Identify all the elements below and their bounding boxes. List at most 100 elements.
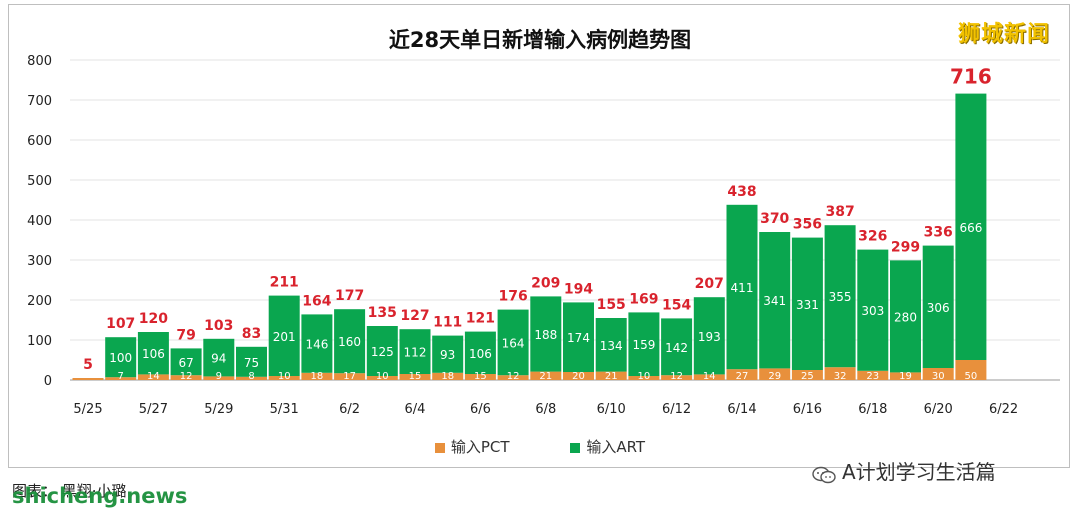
data-label-art: 411 xyxy=(731,281,754,295)
data-label-art: 201 xyxy=(273,330,296,344)
bar-art xyxy=(628,312,660,376)
x-tick-label: 6/14 xyxy=(727,402,756,417)
data-label-art: 75 xyxy=(244,356,259,370)
bar-art xyxy=(203,338,235,377)
y-tick-label: 100 xyxy=(27,334,52,349)
data-label-art: 112 xyxy=(404,346,427,360)
x-tick-label: 6/8 xyxy=(535,402,556,417)
legend-label-pct: 输入PCT xyxy=(450,438,510,456)
brand-logo-text: 狮城新闻 xyxy=(958,22,1051,47)
data-label-total: 716 xyxy=(950,65,992,89)
chart-title: 近28天单日新增输入病例趋势图 xyxy=(388,28,692,52)
data-label-pct: 8 xyxy=(248,371,254,382)
data-label-art: 146 xyxy=(305,338,328,352)
bar-pct xyxy=(726,369,758,380)
data-label-art: 160 xyxy=(338,335,361,349)
bar-pct xyxy=(301,372,333,380)
x-tick-label: 6/6 xyxy=(470,402,491,417)
bar-art xyxy=(759,232,791,369)
bar-pct xyxy=(693,374,725,380)
data-label-total: 438 xyxy=(727,184,756,200)
data-label-pct: 14 xyxy=(147,371,160,382)
data-label-pct: 9 xyxy=(216,371,222,382)
bar-art xyxy=(399,329,431,374)
data-label-art: 93 xyxy=(440,348,455,362)
x-tick-label: 6/12 xyxy=(662,402,691,417)
data-label-pct: 17 xyxy=(343,371,356,382)
y-tick-label: 200 xyxy=(27,294,52,309)
y-tick-label: 700 xyxy=(27,94,52,109)
y-tick-label: 800 xyxy=(27,54,52,69)
x-tick-label: 6/16 xyxy=(793,402,822,417)
chart-legend: 输入PCT 输入ART xyxy=(0,436,1080,457)
data-label-total: 135 xyxy=(368,305,397,321)
data-label-total: 107 xyxy=(106,316,135,332)
bar-art xyxy=(464,331,496,374)
watermark-account: A计划学习生活篇 xyxy=(812,456,996,485)
legend-swatch-pct xyxy=(434,442,445,453)
bar-art xyxy=(824,225,856,368)
x-tick-label: 6/20 xyxy=(924,402,953,417)
bar-art xyxy=(137,332,169,375)
bar-pct xyxy=(628,376,660,380)
chart-source: 图表： 黑翔·小璐 xyxy=(12,482,127,500)
data-label-total: 194 xyxy=(564,281,593,297)
bar-art xyxy=(661,318,693,376)
data-label-total: 299 xyxy=(891,239,920,255)
watermark-account-text: A计划学习生活篇 xyxy=(842,460,996,484)
data-label-art: 159 xyxy=(632,338,655,352)
bar-art xyxy=(366,326,398,376)
data-label-art: 341 xyxy=(763,294,786,308)
x-tick-label: 5/29 xyxy=(204,402,233,417)
bar-art xyxy=(432,335,464,373)
data-label-pct: 21 xyxy=(539,371,552,382)
bar-art xyxy=(890,260,921,373)
y-tick-label: 0 xyxy=(44,374,52,389)
data-label-pct: 18 xyxy=(441,371,454,382)
x-tick-label: 6/22 xyxy=(989,402,1018,417)
data-label-total: 326 xyxy=(858,229,887,245)
data-label-pct: 27 xyxy=(736,371,749,382)
data-label-pct: 19 xyxy=(899,371,912,382)
x-tick-label: 5/31 xyxy=(270,402,299,417)
bar-pct xyxy=(857,370,889,380)
bar-pct xyxy=(661,375,693,380)
data-label-art: 174 xyxy=(567,331,590,345)
legend-item-pct: 输入PCT xyxy=(434,436,510,457)
data-label-pct: 32 xyxy=(834,371,847,382)
legend-item-art: 输入ART xyxy=(570,436,645,457)
legend-swatch-art xyxy=(570,442,581,453)
bar-pct xyxy=(366,376,398,380)
bar-art xyxy=(857,249,889,371)
data-label-art: 100 xyxy=(109,351,132,365)
data-label-art: 67 xyxy=(178,356,193,370)
bar-pct xyxy=(464,374,496,380)
bar-art xyxy=(791,237,823,370)
bar-pct xyxy=(170,375,202,380)
data-label-art: 106 xyxy=(142,347,165,361)
data-label-pct: 10 xyxy=(278,371,291,382)
bar-art xyxy=(563,302,594,372)
data-label-pct: 12 xyxy=(180,371,193,382)
data-label-pct: 21 xyxy=(605,371,618,382)
data-label-pct: 12 xyxy=(670,371,683,382)
bar-pct xyxy=(203,376,235,380)
bar-art xyxy=(497,309,529,376)
data-label-art: 280 xyxy=(894,310,917,324)
data-label-total: 127 xyxy=(400,308,429,324)
bar-pct xyxy=(922,368,954,380)
bar-pct xyxy=(72,378,104,380)
data-label-total: 103 xyxy=(204,318,233,334)
data-label-art: 331 xyxy=(796,298,819,312)
data-label-pct: 15 xyxy=(409,371,422,382)
bar-pct xyxy=(791,370,823,380)
data-label-art: 355 xyxy=(829,290,852,304)
bar-pct xyxy=(334,373,366,380)
data-label-art: 134 xyxy=(600,339,623,353)
data-label-total: 121 xyxy=(466,311,495,327)
data-label-pct: 7 xyxy=(118,371,124,382)
y-tick-label: 400 xyxy=(27,214,52,229)
data-label-pct: 18 xyxy=(311,371,324,382)
data-label-art: 188 xyxy=(534,328,557,342)
